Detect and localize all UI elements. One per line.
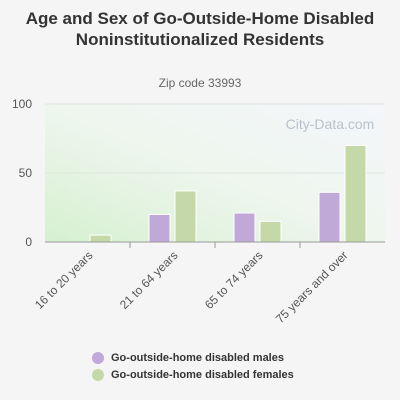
x-tick-label: 16 to 20 years [32, 248, 96, 312]
legend-label: Go-outside-home disabled males [111, 352, 284, 364]
watermark: City-Data.com [286, 116, 375, 132]
legend: Go-outside-home disabled males Go-outside… [92, 350, 294, 384]
chart-title: Age and Sex of Go-Outside-Home Disabled … [25, 9, 375, 49]
y-tick-label: 0 [25, 235, 32, 249]
legend-swatch [92, 352, 104, 364]
legend-item: Go-outside-home disabled females [92, 367, 294, 383]
y-tick-label: 50 [19, 166, 33, 180]
x-tick-label: 65 to 74 years [202, 248, 266, 312]
x-tick-label: 75 years and over [273, 248, 351, 326]
legend-item: Go-outside-home disabled males [92, 350, 294, 366]
bar-males-3 [318, 191, 341, 243]
legend-swatch [92, 369, 104, 381]
x-tick-label: 21 to 64 years [117, 248, 181, 312]
bar-females-0 [89, 234, 112, 243]
bar-males-1 [148, 213, 171, 243]
chart-subtitle: Zip code 33993 [158, 76, 242, 90]
bar-females-1 [174, 190, 197, 243]
legend-label: Go-outside-home disabled females [111, 369, 294, 381]
y-tick-label: 100 [12, 97, 32, 111]
bar-females-2 [259, 220, 282, 243]
bar-females-3 [344, 144, 367, 243]
bar-males-2 [233, 212, 256, 243]
